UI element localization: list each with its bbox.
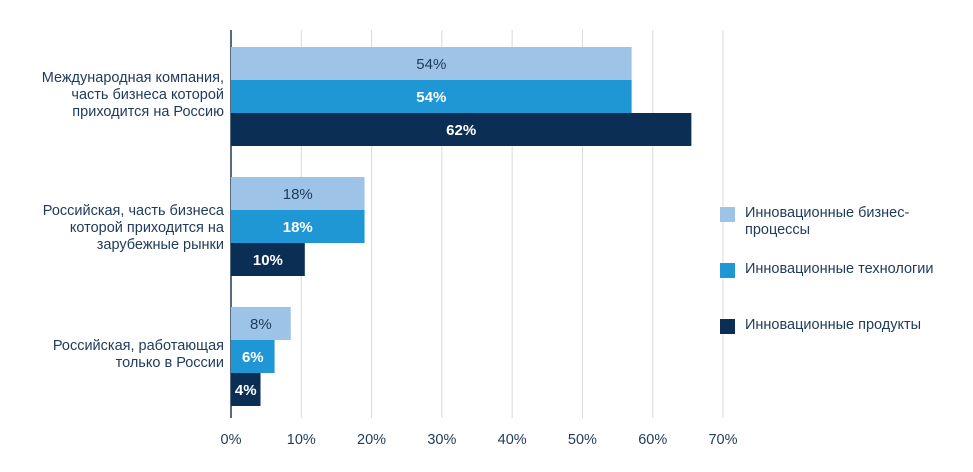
x-tick-label-50: 50%	[568, 432, 597, 448]
bar-cat3-series1	[231, 307, 291, 340]
data-label-cat1-series3: 62%	[446, 122, 476, 139]
bar-cat2-series1	[231, 177, 365, 210]
category-label-1: Международная компания, часть бизнеса ко…	[41, 70, 224, 120]
data-label-cat2-series3: 10%	[253, 252, 283, 269]
category-label-2: Российская, часть бизнеса которой приход…	[42, 203, 224, 253]
data-label-cat2-series2: 18%	[283, 219, 313, 236]
data-label-cat1-series1: 54%	[416, 56, 446, 73]
data-label-cat3-series2: 6%	[242, 349, 264, 366]
category-label-3: Российская, работающая только в России	[52, 338, 224, 371]
bar-cat2-series3	[231, 243, 305, 276]
legend-label-technologies: Инновационные технологии	[745, 261, 934, 277]
x-tick-label-40: 40%	[498, 432, 527, 448]
legend-label-business-processes: Инновационные бизнес- процессы	[745, 205, 910, 238]
x-tick-label-0: 0%	[221, 432, 242, 448]
x-tick-label-20: 20%	[357, 432, 386, 448]
x-tick-label-70: 70%	[708, 432, 737, 448]
legend-label-products: Инновационные продукты	[745, 317, 922, 333]
bar-cat1-series2	[231, 80, 632, 113]
legend-swatch-products	[720, 319, 735, 334]
legend-swatch-technologies	[720, 263, 735, 278]
x-tick-label-30: 30%	[427, 432, 456, 448]
x-tick-label-10: 10%	[287, 432, 316, 448]
legend-item-business-processes: Инновационные бизнес- процессы	[720, 205, 950, 239]
bar-cat3-series2	[231, 340, 275, 373]
data-label-cat1-series2: 54%	[416, 89, 446, 106]
bar-cat1-series3	[231, 113, 692, 146]
legend-item-products: Инновационные продукты	[720, 317, 950, 334]
legend-swatch-business-processes	[720, 207, 735, 222]
x-tick-label-60: 60%	[638, 432, 667, 448]
data-label-cat2-series1: 18%	[283, 186, 313, 203]
bar-cat1-series1	[231, 47, 632, 80]
data-label-cat3-series3: 4%	[235, 382, 257, 399]
legend-item-technologies: Инновационные технологии	[720, 261, 950, 278]
data-label-cat3-series1: 8%	[250, 316, 272, 333]
bar-cat2-series2	[231, 210, 365, 243]
bar-cat3-series3	[231, 373, 261, 406]
